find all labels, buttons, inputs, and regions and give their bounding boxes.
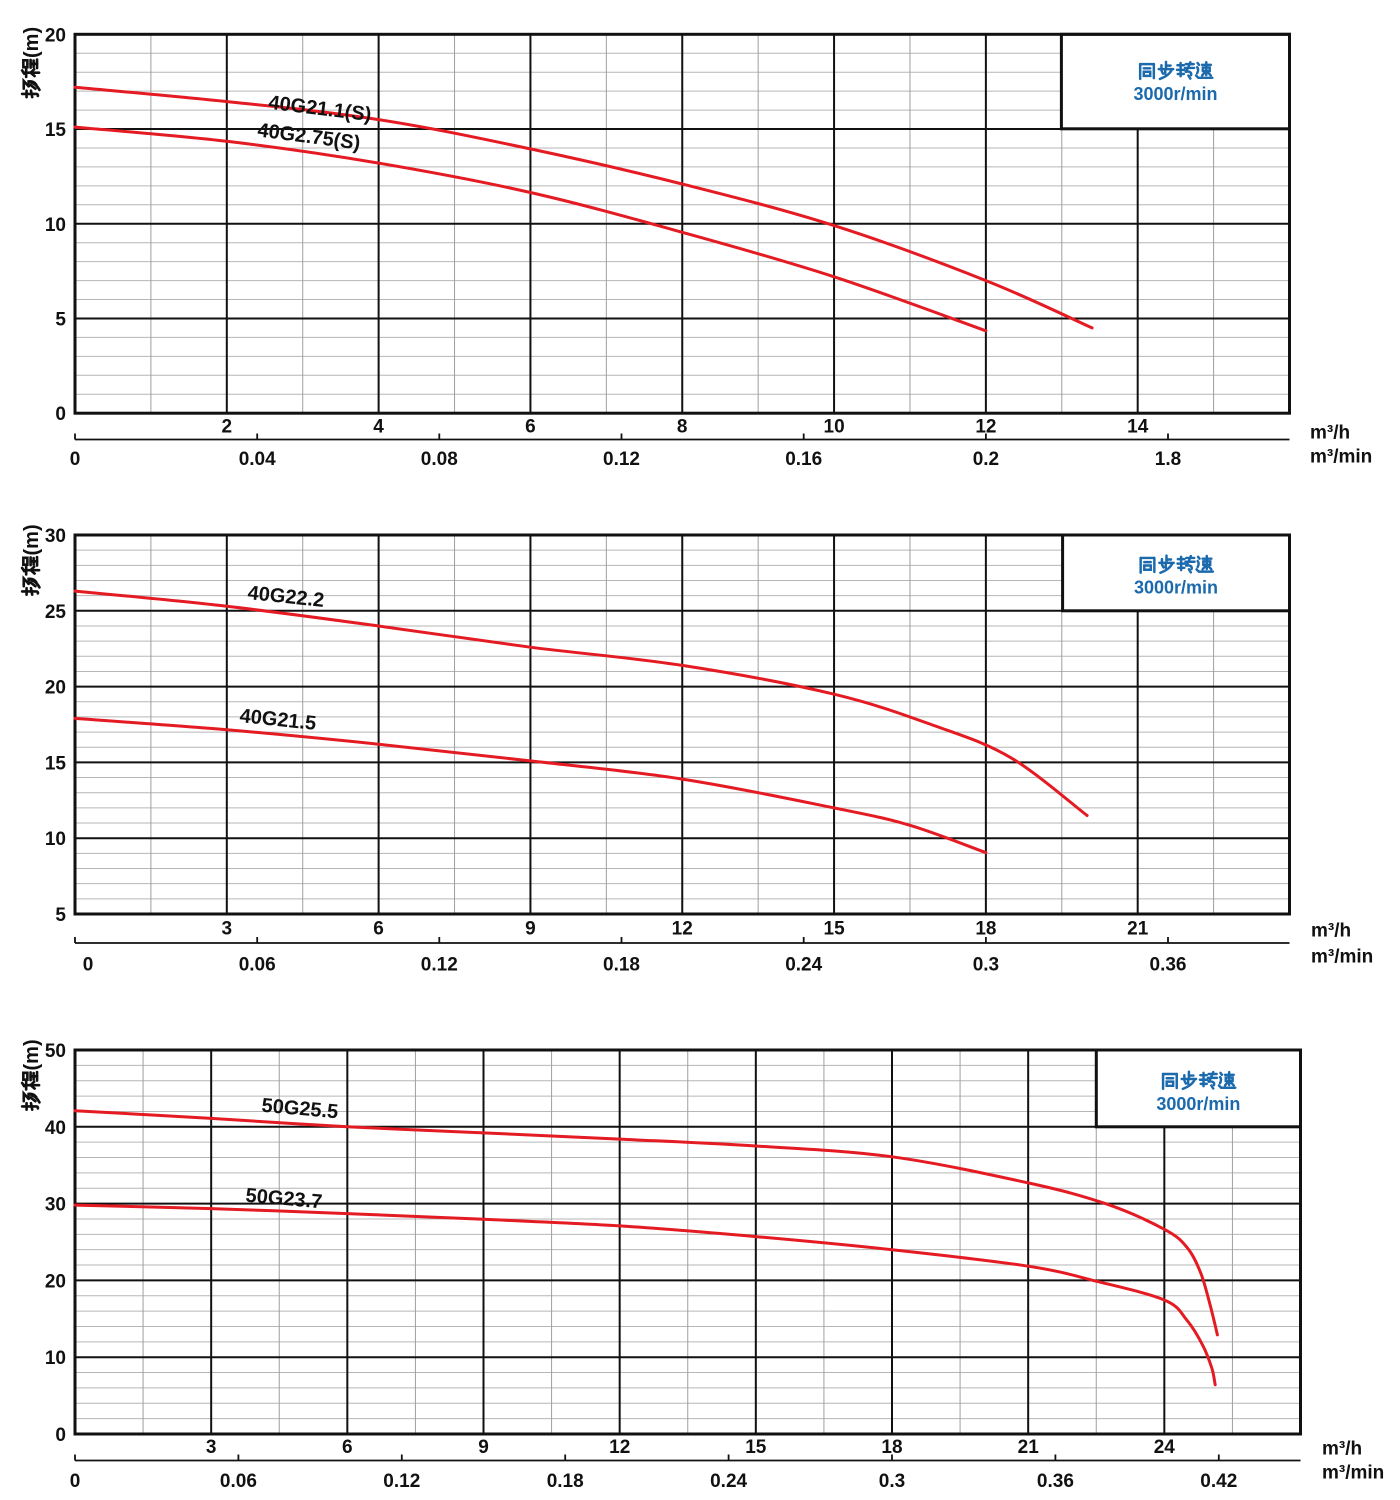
svg-text:12: 12: [975, 417, 996, 438]
svg-text:m³/min: m³/min: [1322, 1463, 1384, 1484]
svg-text:9: 9: [525, 919, 536, 940]
svg-text:50G25.5: 50G25.5: [261, 1095, 339, 1124]
svg-text:40: 40: [45, 1118, 66, 1139]
svg-text:0.08: 0.08: [421, 449, 458, 470]
svg-text:21: 21: [1127, 919, 1149, 940]
svg-text:20: 20: [45, 25, 66, 46]
svg-text:40G22.2: 40G22.2: [247, 582, 326, 612]
svg-text:m³/h: m³/h: [1310, 423, 1350, 444]
svg-text:6: 6: [342, 1437, 353, 1458]
svg-text:0.12: 0.12: [383, 1471, 420, 1492]
svg-text:4: 4: [373, 417, 384, 438]
svg-text:18: 18: [881, 1437, 902, 1458]
svg-text:9: 9: [478, 1437, 489, 1458]
svg-text:m³/h: m³/h: [1311, 921, 1351, 942]
svg-text:40G2.75(S): 40G2.75(S): [256, 119, 361, 154]
svg-text:3: 3: [206, 1437, 217, 1458]
svg-text:12: 12: [672, 919, 693, 940]
svg-text:21: 21: [1018, 1437, 1040, 1458]
svg-text:5: 5: [55, 310, 66, 331]
svg-text:8: 8: [677, 417, 688, 438]
svg-text:0.18: 0.18: [603, 955, 640, 976]
svg-text:3: 3: [222, 919, 233, 940]
svg-text:15: 15: [824, 919, 846, 940]
svg-text:12: 12: [609, 1437, 630, 1458]
svg-text:(m): (m): [21, 524, 43, 555]
svg-text:15: 15: [45, 120, 67, 141]
svg-text:0: 0: [55, 404, 66, 425]
svg-text:0.42: 0.42: [1200, 1471, 1237, 1492]
svg-text:25: 25: [45, 602, 67, 623]
svg-text:3000r/min: 3000r/min: [1156, 1094, 1240, 1114]
svg-text:0: 0: [83, 955, 94, 976]
svg-text:50: 50: [45, 1041, 66, 1062]
svg-text:2: 2: [222, 417, 233, 438]
svg-text:0.3: 0.3: [973, 955, 999, 976]
svg-text:20: 20: [45, 1271, 66, 1292]
svg-text:m³/min: m³/min: [1310, 447, 1372, 468]
svg-text:0.24: 0.24: [785, 955, 822, 976]
svg-text:m³/min: m³/min: [1311, 947, 1373, 968]
svg-text:15: 15: [45, 753, 67, 774]
svg-text:3000r/min: 3000r/min: [1133, 84, 1217, 104]
svg-text:15: 15: [745, 1437, 767, 1458]
svg-text:10: 10: [45, 215, 66, 236]
svg-text:40G21.1(S): 40G21.1(S): [267, 92, 372, 126]
svg-text:0.06: 0.06: [220, 1471, 257, 1492]
svg-text:10: 10: [45, 1348, 66, 1369]
svg-text:0: 0: [70, 449, 81, 470]
svg-text:0.06: 0.06: [239, 955, 276, 976]
svg-text:6: 6: [525, 417, 536, 438]
svg-text:0.36: 0.36: [1150, 955, 1187, 976]
svg-text:3000r/min: 3000r/min: [1134, 578, 1218, 598]
svg-text:0.2: 0.2: [973, 449, 999, 470]
svg-text:10: 10: [824, 417, 845, 438]
svg-text:0: 0: [70, 1471, 81, 1492]
svg-text:(m): (m): [21, 27, 43, 58]
svg-text:10: 10: [45, 829, 66, 850]
svg-text:0.12: 0.12: [421, 955, 458, 976]
svg-text:20: 20: [45, 678, 66, 699]
svg-text:30: 30: [45, 1195, 66, 1216]
svg-text:14: 14: [1127, 417, 1149, 438]
svg-text:0: 0: [55, 1425, 66, 1446]
svg-text:0.36: 0.36: [1037, 1471, 1074, 1492]
svg-text:0.12: 0.12: [603, 449, 640, 470]
svg-text:0.04: 0.04: [239, 449, 276, 470]
svg-text:(m): (m): [21, 1039, 43, 1070]
svg-text:1.8: 1.8: [1155, 449, 1181, 470]
svg-text:6: 6: [373, 919, 384, 940]
svg-text:30: 30: [45, 526, 66, 547]
svg-text:5: 5: [55, 905, 66, 926]
svg-text:0.24: 0.24: [710, 1471, 747, 1492]
svg-text:18: 18: [975, 919, 996, 940]
svg-text:0.3: 0.3: [879, 1471, 905, 1492]
svg-text:0.16: 0.16: [785, 449, 822, 470]
svg-text:24: 24: [1154, 1437, 1176, 1458]
svg-text:m³/h: m³/h: [1322, 1439, 1362, 1460]
svg-text:0.18: 0.18: [547, 1471, 584, 1492]
